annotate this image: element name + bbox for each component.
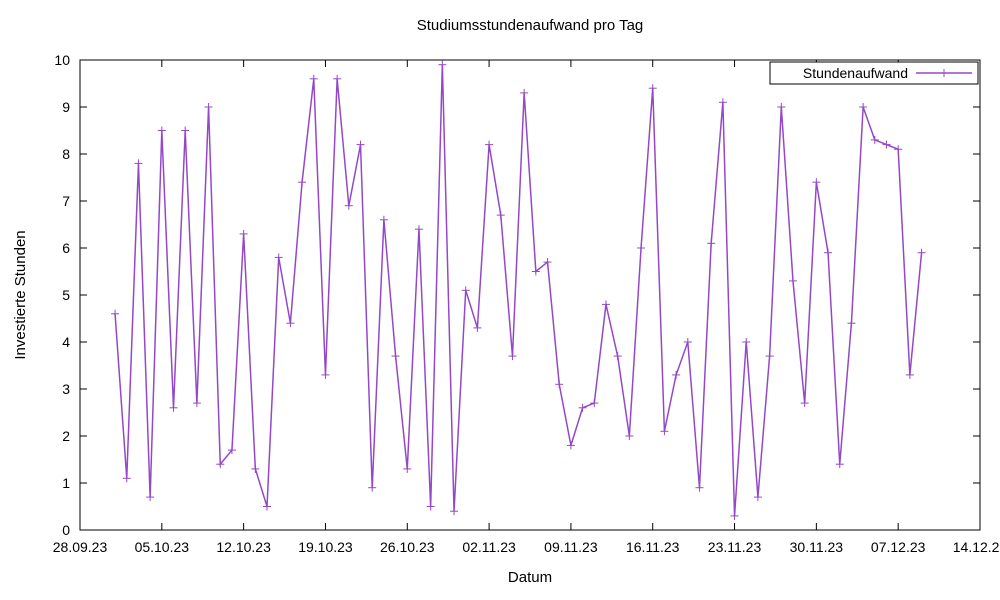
data-marker xyxy=(193,399,201,407)
data-marker xyxy=(286,319,294,327)
ytick-label: 5 xyxy=(62,287,70,303)
xtick-label: 28.09.23 xyxy=(53,539,108,555)
data-marker xyxy=(415,225,423,233)
data-marker xyxy=(719,98,727,106)
data-marker xyxy=(847,319,855,327)
data-marker xyxy=(263,503,271,511)
data-marker xyxy=(275,253,283,261)
ytick-label: 2 xyxy=(62,428,70,444)
data-marker xyxy=(590,399,598,407)
data-marker xyxy=(473,324,481,332)
data-marker xyxy=(707,239,715,247)
data-marker xyxy=(789,277,797,285)
data-marker xyxy=(894,145,902,153)
data-marker xyxy=(392,352,400,360)
x-axis-label: Datum xyxy=(508,569,552,586)
data-marker xyxy=(567,441,575,449)
data-marker xyxy=(731,512,739,520)
data-marker xyxy=(614,352,622,360)
data-marker xyxy=(205,103,213,111)
data-marker xyxy=(859,103,867,111)
data-marker xyxy=(754,493,762,501)
ytick-label: 8 xyxy=(62,146,70,162)
data-marker xyxy=(462,286,470,294)
data-marker xyxy=(871,136,879,144)
data-marker xyxy=(310,75,318,83)
data-marker xyxy=(555,380,563,388)
ytick-label: 7 xyxy=(62,193,70,209)
data-marker xyxy=(450,507,458,515)
ytick-label: 1 xyxy=(62,475,70,491)
data-marker xyxy=(298,178,306,186)
data-marker xyxy=(380,216,388,224)
data-marker xyxy=(695,484,703,492)
data-marker xyxy=(438,61,446,69)
data-marker xyxy=(240,230,248,238)
data-marker xyxy=(333,75,341,83)
data-marker xyxy=(918,249,926,257)
line-chart: 0 1 2 3 4 5 6 7 8 9 10 28.09.23 05.10.23 12.10.23 19.1… xyxy=(0,0,1000,600)
xtick-label: 09.11.23 xyxy=(544,539,598,555)
data-marker xyxy=(368,484,376,492)
ytick-label: 4 xyxy=(62,334,70,350)
xtick-label: 14.12.23 xyxy=(953,539,1000,555)
data-marker xyxy=(508,352,516,360)
xtick-label: 02.11.23 xyxy=(462,539,516,555)
legend-label: Stundenaufwand xyxy=(803,65,908,81)
data-marker xyxy=(684,338,692,346)
xtick-label: 12.10.23 xyxy=(216,539,271,555)
data-marker xyxy=(777,103,785,111)
data-marker xyxy=(251,465,259,473)
data-marker xyxy=(812,178,820,186)
chart-title: Studiumsstundenaufwand pro Tag xyxy=(417,17,644,34)
ytick-label: 6 xyxy=(62,240,70,256)
chart-container: 0 1 2 3 4 5 6 7 8 9 10 28.09.23 05.10.23 12.10.23 19.1… xyxy=(0,0,1000,600)
xtick-label: 30.11.23 xyxy=(790,539,844,555)
ytick-label: 3 xyxy=(62,381,70,397)
data-marker xyxy=(158,127,166,135)
data-marker xyxy=(836,460,844,468)
xtick-label: 16.11.23 xyxy=(626,539,680,555)
data-marker xyxy=(181,127,189,135)
data-marker xyxy=(801,399,809,407)
data-marker xyxy=(134,159,142,167)
data-marker xyxy=(660,427,668,435)
data-marker xyxy=(111,310,119,318)
xtick-label: 26.10.23 xyxy=(380,539,435,555)
y-axis-label: Investierte Stunden xyxy=(12,230,29,359)
data-marker xyxy=(170,404,178,412)
data-marker xyxy=(427,503,435,511)
xtick-label: 07.12.23 xyxy=(871,539,926,555)
data-marker xyxy=(906,371,914,379)
data-marker xyxy=(345,202,353,210)
ytick-label: 0 xyxy=(62,522,70,538)
data-marker xyxy=(602,300,610,308)
data-marker xyxy=(403,465,411,473)
data-marker xyxy=(579,404,587,412)
data-marker xyxy=(497,211,505,219)
data-marker xyxy=(357,141,365,149)
data-marker xyxy=(742,338,750,346)
ytick-label: 10 xyxy=(54,52,70,68)
data-marker xyxy=(485,141,493,149)
ytick-label: 9 xyxy=(62,99,70,115)
data-marker xyxy=(146,493,154,501)
data-marker xyxy=(625,432,633,440)
data-marker xyxy=(672,371,680,379)
data-marker xyxy=(520,89,528,97)
data-marker xyxy=(649,84,657,92)
xtick-label: 23.11.23 xyxy=(708,539,762,555)
xtick-label: 19.10.23 xyxy=(298,539,353,555)
data-marker xyxy=(882,141,890,149)
data-marker xyxy=(824,249,832,257)
data-marker xyxy=(123,474,131,482)
data-marker xyxy=(766,352,774,360)
data-marker xyxy=(321,371,329,379)
data-marker xyxy=(637,244,645,252)
xtick-label: 05.10.23 xyxy=(135,539,190,555)
series-line xyxy=(115,65,921,516)
